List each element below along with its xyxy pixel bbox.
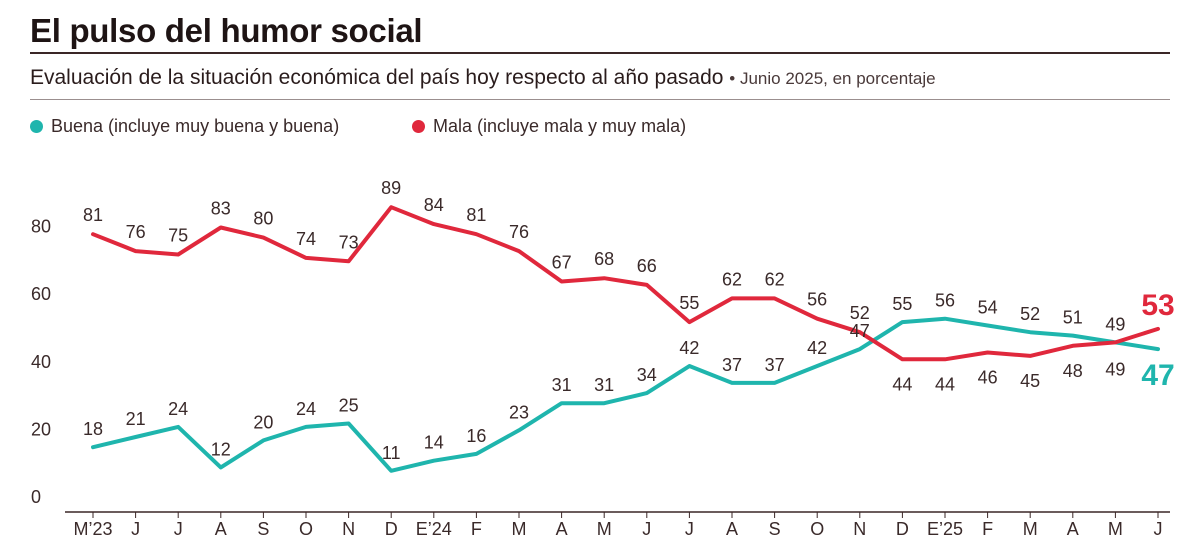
- data-label-mala-6: 73: [339, 232, 359, 252]
- x-tick-label-17: O: [810, 519, 824, 539]
- x-tick-label-16: S: [769, 519, 781, 539]
- data-label-mala-1: 76: [126, 222, 146, 242]
- x-tick-label-22: M: [1023, 519, 1038, 539]
- data-label-mala-0: 81: [83, 205, 103, 225]
- data-label-buena-16: 37: [765, 355, 785, 375]
- data-label-buena-24: 49: [1105, 314, 1125, 334]
- x-tick-label-5: O: [299, 519, 313, 539]
- x-tick-label-2: J: [174, 519, 183, 539]
- legend-dot-mala-icon: [412, 120, 425, 133]
- x-tick-label-8: E’24: [416, 519, 452, 539]
- series-line-mala: [91, 205, 1160, 362]
- data-label-buena-18: 47: [850, 321, 870, 341]
- data-label-mala-14: 55: [679, 293, 699, 313]
- data-label-buena-20: 56: [935, 291, 955, 311]
- legend-item-mala: Mala (incluye mala y muy mala): [412, 116, 686, 137]
- legend-label-buena: Buena (incluye muy buena y buena): [51, 116, 340, 136]
- data-label-mala-24: 49: [1105, 359, 1125, 379]
- data-label-buena-23: 51: [1063, 308, 1083, 328]
- data-label-buena-19: 55: [892, 294, 912, 314]
- chart-subtitle: Evaluación de la situación económica del…: [30, 66, 936, 90]
- subtitle-rule: [30, 99, 1170, 100]
- x-tick-label-20: E’25: [927, 519, 963, 539]
- x-tick-label-0: M’23: [73, 519, 112, 539]
- data-label-mala-17: 56: [807, 290, 827, 310]
- chart-title: El pulso del humor social: [30, 12, 423, 49]
- x-tick-label-4: S: [257, 519, 269, 539]
- x-tick-label-6: N: [342, 519, 355, 539]
- data-label-buena-0: 18: [83, 419, 103, 439]
- x-tick-label-10: M: [512, 519, 527, 539]
- x-tick-label-13: J: [642, 519, 651, 539]
- legend-label-mala: Mala (incluye mala y muy mala): [433, 116, 687, 136]
- data-label-mala-9: 81: [466, 205, 486, 225]
- x-tick-label-14: J: [685, 519, 694, 539]
- x-tick-label-18: N: [853, 519, 866, 539]
- data-label-buena-22: 52: [1020, 304, 1040, 324]
- data-label-mala-2: 75: [168, 226, 188, 246]
- data-label-mala-5: 74: [296, 229, 316, 249]
- data-label-buena-4: 20: [253, 412, 273, 432]
- x-tick-label-21: F: [982, 519, 993, 539]
- data-label-buena-11: 31: [552, 375, 572, 395]
- x-tick-label-15: A: [726, 519, 738, 539]
- x-tick-label-25: J: [1154, 519, 1163, 539]
- data-label-buena-12: 31: [594, 375, 614, 395]
- data-label-mala-11: 67: [552, 253, 572, 273]
- data-label-buena-2: 24: [168, 399, 188, 419]
- data-label-buena-6: 25: [339, 396, 359, 416]
- y-tick-label-4: 80: [31, 217, 51, 237]
- data-label-mala-3: 83: [211, 198, 231, 218]
- data-label-mala-25: 53: [1141, 289, 1174, 322]
- data-label-buena-3: 12: [211, 439, 231, 459]
- data-label-buena-7: 11: [382, 443, 401, 463]
- x-tick-label-11: A: [556, 519, 568, 539]
- y-tick-label-0: 0: [31, 487, 41, 507]
- y-tick-label-3: 60: [31, 284, 51, 304]
- data-label-buena-8: 14: [424, 433, 444, 453]
- x-tick-label-24: M: [1108, 519, 1123, 539]
- data-label-mala-7: 89: [381, 178, 401, 198]
- x-tick-label-1: J: [131, 519, 140, 539]
- y-tick-label-2: 40: [31, 352, 51, 372]
- title-rule: [30, 52, 1170, 54]
- data-label-buena-13: 34: [637, 365, 657, 385]
- x-tick-label-7: D: [385, 519, 398, 539]
- y-tick-label-1: 20: [31, 419, 51, 439]
- data-label-buena-15: 37: [722, 355, 742, 375]
- data-label-mala-15: 62: [722, 269, 742, 289]
- data-label-buena-14: 42: [679, 338, 699, 358]
- x-tick-label-19: D: [896, 519, 909, 539]
- data-label-buena-1: 21: [126, 409, 146, 429]
- data-label-mala-21: 46: [978, 368, 998, 388]
- data-label-mala-10: 76: [509, 222, 529, 242]
- legend-item-buena: Buena (incluye muy buena y buena): [30, 116, 339, 137]
- x-tick-label-3: A: [215, 519, 227, 539]
- subtitle-note: • Junio 2025, en porcentaje: [729, 69, 936, 88]
- data-label-buena-10: 23: [509, 402, 529, 422]
- data-label-buena-17: 42: [807, 338, 827, 358]
- x-tick-label-12: M: [597, 519, 612, 539]
- series-line-buena: [91, 316, 1160, 473]
- x-tick-label-9: F: [471, 519, 482, 539]
- data-label-mala-23: 48: [1063, 361, 1083, 381]
- data-label-mala-12: 68: [594, 249, 614, 269]
- data-label-mala-8: 84: [424, 195, 444, 215]
- data-label-mala-20: 44: [935, 374, 955, 394]
- data-label-mala-13: 66: [637, 256, 657, 276]
- data-label-buena-25: 47: [1141, 359, 1174, 392]
- data-label-buena-21: 54: [978, 297, 998, 317]
- x-tick-label-23: A: [1067, 519, 1079, 539]
- legend-dot-buena-icon: [30, 120, 43, 133]
- data-label-mala-16: 62: [765, 269, 785, 289]
- data-label-mala-18: 52: [850, 303, 870, 323]
- data-label-buena-5: 24: [296, 399, 316, 419]
- data-label-mala-22: 45: [1020, 371, 1040, 391]
- data-label-mala-4: 80: [253, 209, 273, 229]
- subtitle-text: Evaluación de la situación económica del…: [30, 66, 724, 89]
- data-label-mala-19: 44: [892, 374, 912, 394]
- data-label-buena-9: 16: [466, 426, 486, 446]
